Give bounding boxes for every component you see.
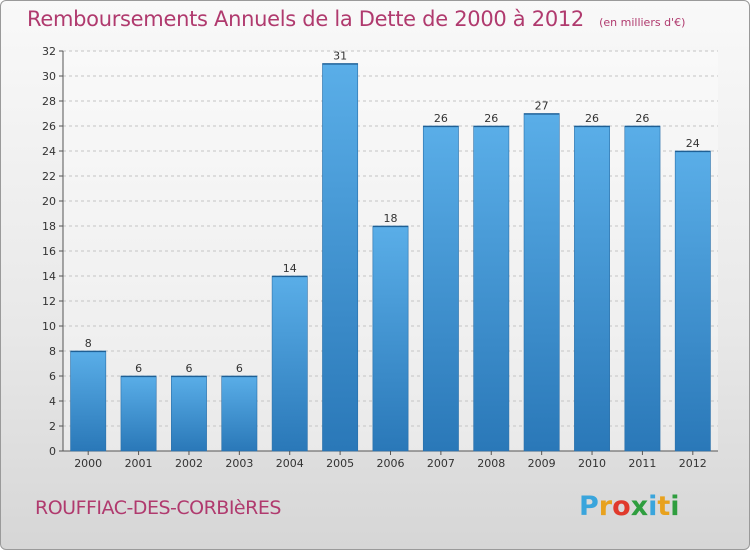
- y-tick-label: 14: [42, 270, 56, 283]
- logo-letter: t: [657, 491, 671, 522]
- bar-2012: [674, 150, 711, 452]
- y-tick-label: 30: [42, 70, 56, 83]
- x-tick-label-2010: 2010: [578, 457, 606, 470]
- bar-2007: [422, 125, 459, 452]
- y-tick-label: 8: [49, 345, 56, 358]
- data-label-2000: 8: [85, 337, 92, 350]
- data-label-2004: 14: [283, 262, 297, 275]
- data-label-2006: 18: [384, 212, 398, 225]
- data-label-2010: 26: [585, 112, 599, 125]
- chart-title-row: Remboursements Annuels de la Dette de 20…: [27, 7, 685, 31]
- logo-letter: o: [612, 491, 631, 522]
- bar-2008: [473, 125, 510, 452]
- y-tick-label: 16: [42, 245, 56, 258]
- data-label-2002: 6: [185, 362, 192, 375]
- x-tick-label-2004: 2004: [276, 457, 304, 470]
- bar-2002: [171, 375, 207, 452]
- y-tick-label: 28: [42, 95, 56, 108]
- bar-2006: [372, 225, 409, 452]
- y-tick-label: 22: [42, 170, 56, 183]
- data-label-2008: 26: [484, 112, 498, 125]
- x-tick-label-2001: 2001: [125, 457, 153, 470]
- x-tick-label-2009: 2009: [528, 457, 556, 470]
- y-tick-label: 6: [49, 370, 56, 383]
- proxiti-logo: Proxiti: [579, 491, 680, 522]
- x-tick-label-2003: 2003: [225, 457, 253, 470]
- data-label-2007: 26: [434, 112, 448, 125]
- bar-2000: [70, 350, 107, 452]
- x-tick-label-2011: 2011: [628, 457, 656, 470]
- commune-name: ROUFFIAC-DES-CORBIèRES: [35, 497, 281, 519]
- chart-title: Remboursements Annuels de la Dette de 20…: [27, 7, 584, 31]
- x-tick-label-2012: 2012: [679, 457, 707, 470]
- bar-2003: [221, 375, 258, 452]
- bar-2009: [523, 113, 560, 452]
- y-tick-label: 0: [49, 445, 56, 458]
- data-label-2009: 27: [535, 100, 549, 113]
- x-tick-label-2007: 2007: [427, 457, 455, 470]
- y-tick-label: 26: [42, 120, 56, 133]
- bar-2005: [322, 63, 359, 452]
- logo-letter: i: [670, 491, 680, 522]
- bar-2011: [624, 125, 661, 452]
- y-tick-label: 20: [42, 195, 56, 208]
- y-tick-label: 24: [42, 145, 56, 158]
- x-tick-label-2005: 2005: [326, 457, 354, 470]
- x-tick-label-2008: 2008: [477, 457, 505, 470]
- logo-letter: P: [579, 491, 599, 522]
- bar-2001: [120, 375, 157, 452]
- data-label-2003: 6: [236, 362, 243, 375]
- y-tick-label: 18: [42, 220, 56, 233]
- logo-letter: x: [630, 491, 649, 522]
- y-tick-label: 32: [42, 45, 56, 58]
- x-tick-label-2002: 2002: [175, 457, 203, 470]
- y-tick-label: 4: [49, 395, 56, 408]
- y-tick-label: 10: [42, 320, 56, 333]
- logo-letter: r: [598, 491, 613, 522]
- data-label-2001: 6: [135, 362, 142, 375]
- y-tick-label: 2: [49, 420, 56, 433]
- chart-unit: (en milliers d'€): [599, 16, 686, 29]
- data-label-2005: 31: [333, 50, 347, 63]
- bar-2004: [271, 275, 308, 452]
- data-label-2011: 26: [635, 112, 649, 125]
- logo-letter: i: [648, 491, 658, 522]
- y-tick-label: 12: [42, 295, 56, 308]
- data-label-2012: 24: [686, 137, 700, 150]
- bar-2010: [574, 125, 610, 452]
- x-tick-label-2000: 2000: [74, 457, 102, 470]
- x-tick-label-2006: 2006: [377, 457, 405, 470]
